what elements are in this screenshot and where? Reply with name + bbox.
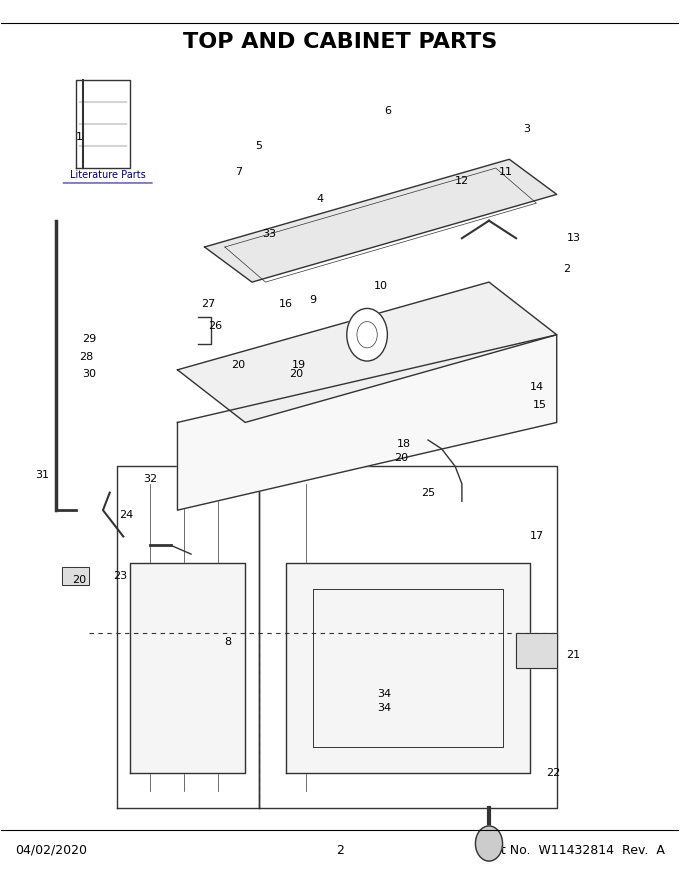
Text: 20: 20 — [394, 452, 408, 463]
Text: 28: 28 — [79, 352, 93, 362]
Bar — [516, 633, 557, 668]
Polygon shape — [130, 563, 245, 774]
Text: 15: 15 — [533, 400, 547, 410]
Text: 9: 9 — [309, 295, 316, 304]
Text: 20: 20 — [231, 361, 245, 370]
Text: 3: 3 — [523, 123, 530, 134]
Text: 7: 7 — [235, 167, 242, 178]
Text: 27: 27 — [201, 299, 215, 309]
Text: 32: 32 — [143, 474, 158, 485]
Bar — [63, 568, 90, 584]
Text: 26: 26 — [207, 321, 222, 331]
Polygon shape — [258, 466, 557, 809]
Text: Literature Parts: Literature Parts — [70, 170, 146, 180]
Text: 30: 30 — [82, 370, 97, 379]
Text: 21: 21 — [566, 650, 581, 660]
Text: TOP AND CABINET PARTS: TOP AND CABINET PARTS — [183, 32, 497, 52]
Text: 12: 12 — [455, 176, 469, 187]
Text: 33: 33 — [262, 229, 276, 238]
Text: 11: 11 — [499, 167, 513, 178]
Text: 23: 23 — [113, 571, 127, 581]
Bar — [516, 633, 557, 668]
Text: 20: 20 — [72, 576, 86, 585]
Text: 34: 34 — [377, 702, 391, 713]
Polygon shape — [177, 334, 557, 510]
Text: 4: 4 — [316, 194, 323, 204]
Text: 34: 34 — [377, 689, 391, 700]
Polygon shape — [116, 466, 258, 809]
Text: 19: 19 — [292, 361, 307, 370]
Text: 20: 20 — [289, 370, 303, 379]
Text: 14: 14 — [529, 383, 543, 392]
Text: 2: 2 — [563, 264, 571, 274]
Polygon shape — [177, 282, 557, 422]
Text: 04/02/2020: 04/02/2020 — [15, 844, 87, 857]
Bar — [63, 568, 90, 584]
Text: 1: 1 — [75, 132, 83, 143]
Polygon shape — [205, 159, 557, 282]
Text: 16: 16 — [279, 299, 293, 309]
Text: 8: 8 — [224, 637, 232, 647]
Text: 2: 2 — [336, 844, 344, 857]
Circle shape — [475, 826, 503, 861]
Circle shape — [347, 308, 388, 361]
Text: 6: 6 — [384, 106, 391, 116]
Text: 10: 10 — [373, 282, 388, 291]
Polygon shape — [286, 563, 530, 774]
Text: 17: 17 — [529, 532, 543, 541]
Text: 18: 18 — [397, 439, 411, 450]
Text: Part No.  W11432814  Rev.  A: Part No. W11432814 Rev. A — [481, 844, 665, 857]
Text: 29: 29 — [82, 334, 97, 344]
Text: 31: 31 — [35, 470, 49, 480]
Text: 24: 24 — [120, 510, 134, 519]
Text: 13: 13 — [566, 233, 581, 243]
Text: 5: 5 — [255, 141, 262, 151]
Text: 22: 22 — [546, 768, 560, 778]
Polygon shape — [76, 80, 130, 168]
Text: 25: 25 — [421, 488, 435, 497]
